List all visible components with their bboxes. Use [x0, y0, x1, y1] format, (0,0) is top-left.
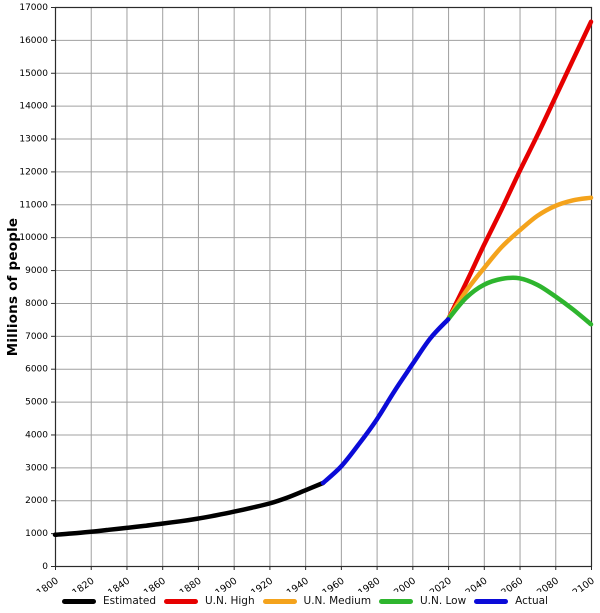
svg-text:0: 0: [42, 562, 48, 572]
legend-label-estimated: Estimated: [103, 595, 157, 607]
series-line-u-n-high: [445, 19, 594, 322]
plot-frame: [54, 6, 593, 568]
svg-text:3000: 3000: [25, 463, 48, 473]
svg-text:15000: 15000: [19, 69, 48, 79]
legend-item-actual: Actual: [474, 595, 548, 607]
series-line-u-n-low: [445, 275, 594, 327]
svg-text:17000: 17000: [19, 3, 48, 13]
svg-text:1840: 1840: [106, 576, 132, 592]
svg-text:2060: 2060: [499, 576, 525, 592]
legend-label-u-n-low: U.N. Low: [419, 595, 467, 607]
svg-text:9000: 9000: [25, 266, 48, 276]
svg-text:1860: 1860: [142, 576, 168, 592]
series-line-actual: [320, 317, 451, 486]
svg-text:7000: 7000: [25, 332, 48, 342]
svg-text:6000: 6000: [25, 365, 48, 375]
y-axis-title: Millions of people: [5, 217, 21, 357]
svg-text:14000: 14000: [19, 102, 48, 112]
legend-item-u-n-high: U.N. High: [163, 595, 255, 607]
legend-swatch-u-n-high: [163, 598, 198, 604]
svg-text:4000: 4000: [25, 430, 48, 440]
legend-item-u-n-medium: U.N. Medium: [262, 595, 372, 607]
svg-text:8000: 8000: [25, 299, 48, 309]
legend-swatch-u-n-medium: [262, 598, 297, 604]
svg-text:2100: 2100: [571, 576, 597, 592]
y-axis-tick-labels: 0 1000 2000 3000 4000 5000 6000 7000 8000 9000 100…: [19, 3, 48, 572]
svg-text:11000: 11000: [19, 200, 48, 210]
legend-swatch-actual: [474, 598, 509, 604]
svg-text:1920: 1920: [249, 576, 275, 592]
legend-label-actual: Actual: [515, 595, 548, 607]
svg-text:16000: 16000: [19, 36, 48, 46]
svg-text:1880: 1880: [178, 576, 204, 592]
svg-text:13000: 13000: [19, 135, 48, 145]
legend-swatch-estimated: [62, 598, 96, 604]
legend-label-u-n-high: U.N. High: [204, 595, 255, 607]
svg-text:2000: 2000: [392, 576, 418, 592]
svg-text:2040: 2040: [464, 576, 490, 592]
svg-text:12000: 12000: [19, 167, 48, 177]
svg-text:1820: 1820: [70, 576, 96, 592]
svg-text:2020: 2020: [428, 576, 454, 592]
x-axis-tick-labels: 1800 1820 1840 1860 1880 1900 1920 1940 1960 1980…: [35, 576, 597, 599]
svg-text:1980: 1980: [356, 576, 382, 592]
chart-legend: Estimated U.N. High U.N. Medium U.N. Low Act…: [62, 592, 548, 610]
svg-text:2000: 2000: [25, 496, 48, 506]
series-line-estimated: [52, 480, 326, 538]
legend-swatch-u-n-low: [378, 598, 413, 604]
svg-text:1000: 1000: [25, 529, 48, 539]
plot-area: 0 1000 2000 3000 4000 5000 6000 7000 8000 9000 100…: [19, 3, 597, 599]
series-line-u-n-medium: [445, 195, 594, 322]
legend-item-u-n-low: U.N. Low: [378, 595, 467, 607]
svg-text:1900: 1900: [213, 576, 239, 592]
svg-text:5000: 5000: [25, 398, 48, 408]
legend-label-u-n-medium: U.N. Medium: [303, 595, 372, 607]
axis-ticks: [51, 7, 592, 570]
svg-text:10000: 10000: [19, 233, 48, 243]
svg-text:1940: 1940: [285, 576, 311, 592]
svg-text:1960: 1960: [321, 576, 347, 592]
svg-text:2080: 2080: [535, 576, 561, 592]
svg-text:1800: 1800: [35, 576, 61, 592]
legend-item-estimated: Estimated: [62, 595, 156, 607]
